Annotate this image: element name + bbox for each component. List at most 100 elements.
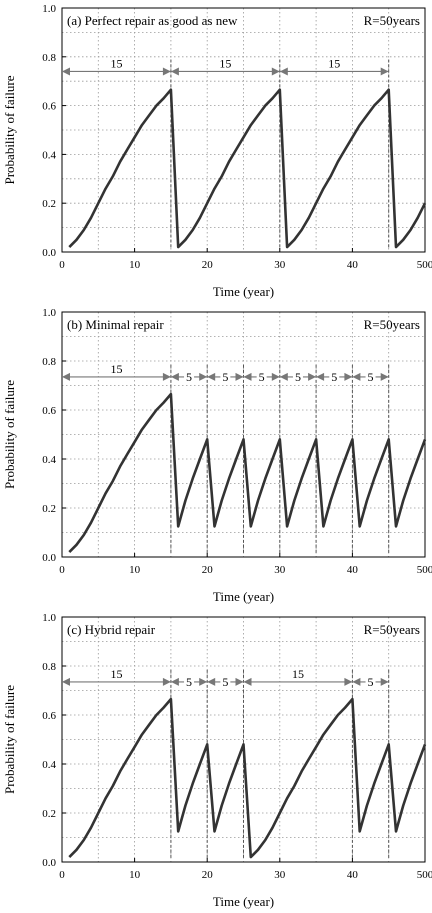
x-tick-label: 10 — [129, 564, 141, 576]
panel-annotation: R=50years — [364, 317, 420, 332]
x-axis-label: Time (year) — [213, 284, 274, 299]
y-tick-label: 0.0 — [42, 857, 56, 869]
x-tick-label: 20 — [202, 259, 214, 271]
arrow-head-right — [199, 677, 208, 686]
arrow-head-left — [352, 677, 361, 686]
chart-panel-2: 0.0 0.2 0.4 0.6 0.8 1.0 0 10 20 30 40 500 Time (year… — [2, 307, 432, 604]
panel-title: (a) Perfect repair as good as new — [67, 13, 238, 28]
y-tick-label: 0.4 — [42, 454, 56, 466]
y-tick-label: 0.6 — [42, 710, 56, 722]
y-tick-label: 0.6 — [42, 405, 56, 417]
interval-label: 5 — [222, 675, 228, 689]
x-tick-label: 0 — [59, 869, 65, 881]
interval-label-bg — [256, 369, 267, 384]
x-tick-label: 0 — [59, 259, 65, 271]
x-tick-label: 500 — [417, 259, 432, 271]
probability-curve — [68, 392, 427, 554]
interval-label-bg — [184, 369, 195, 384]
y-tick-label: 0.8 — [42, 52, 56, 64]
probability-curve — [68, 697, 427, 859]
arrow-head-right — [380, 677, 389, 686]
arrow-head-right — [199, 372, 208, 381]
arrow-head-left — [170, 372, 179, 381]
y-tick-label: 0.6 — [42, 101, 56, 113]
interval-label: 5 — [222, 370, 228, 384]
y-tick-label: 0.2 — [42, 503, 56, 515]
y-axis-label: Probability of failure — [2, 380, 17, 489]
probability-curve — [68, 88, 427, 249]
arrow-head-right — [162, 372, 171, 381]
arrow-head-left — [316, 372, 325, 381]
x-axis-label: Time (year) — [213, 589, 274, 604]
x-tick-label: 30 — [274, 259, 286, 271]
arrow-head-right — [380, 67, 389, 76]
interval-label: 15 — [219, 56, 231, 70]
y-tick-label: 0.2 — [42, 198, 56, 210]
interval-label-bg — [329, 369, 340, 384]
y-tick-label: 1.0 — [42, 307, 56, 319]
interval-label-bg — [220, 674, 231, 689]
plot-frame — [61, 616, 426, 863]
x-tick-label: 500 — [417, 564, 432, 576]
arrow-head-right — [235, 372, 244, 381]
y-tick-label: 1.0 — [42, 612, 56, 624]
arrow-head-right — [162, 67, 171, 76]
interval-label-bg — [365, 674, 376, 689]
panel-annotation: R=50years — [364, 622, 420, 637]
arrow-head-right — [344, 677, 353, 686]
interval-label-bg — [220, 369, 231, 384]
plot-frame — [61, 311, 426, 558]
interval-label: 15 — [292, 667, 304, 681]
y-tick-label: 0.2 — [42, 808, 56, 820]
panel-annotation: R=50years — [364, 13, 420, 28]
x-tick-label: 10 — [129, 259, 141, 271]
interval-label: 5 — [331, 370, 337, 384]
y-tick-label: 0.0 — [42, 552, 56, 564]
x-axis-label: Time (year) — [213, 894, 274, 909]
y-axis-label: Probability of failure — [2, 75, 17, 184]
x-tick-label: 30 — [274, 564, 286, 576]
x-tick-label: 40 — [347, 259, 359, 271]
panel-title: (c) Hybrid repair — [67, 622, 156, 637]
arrow-head-right — [271, 372, 280, 381]
interval-label: 5 — [259, 370, 265, 384]
interval-label: 15 — [110, 362, 122, 376]
arrow-head-left — [352, 372, 361, 381]
arrow-head-left — [243, 677, 252, 686]
interval-label: 5 — [186, 370, 192, 384]
y-tick-label: 0.0 — [42, 247, 56, 259]
x-tick-label: 20 — [202, 869, 214, 881]
y-tick-label: 0.8 — [42, 356, 56, 368]
x-tick-label: 40 — [347, 564, 359, 576]
arrow-head-right — [308, 372, 317, 381]
interval-label: 5 — [368, 675, 374, 689]
arrow-head-left — [207, 372, 216, 381]
panel-title: (b) Minimal repair — [67, 317, 164, 332]
interval-label: 5 — [186, 675, 192, 689]
interval-label: 15 — [110, 667, 122, 681]
x-tick-label: 0 — [59, 564, 65, 576]
arrow-head-left — [170, 67, 179, 76]
y-tick-label: 0.8 — [42, 661, 56, 673]
x-tick-label: 500 — [417, 869, 432, 881]
arrow-head-right — [380, 372, 389, 381]
interval-label-bg — [365, 369, 376, 384]
arrow-head-left — [170, 677, 179, 686]
y-tick-label: 0.4 — [42, 149, 56, 161]
arrow-head-right — [344, 372, 353, 381]
interval-label-bg — [292, 369, 303, 384]
y-axis-label: Probability of failure — [2, 685, 17, 794]
y-tick-label: 1.0 — [42, 3, 56, 15]
x-tick-label: 30 — [274, 869, 286, 881]
arrow-head-left — [62, 372, 70, 381]
chart-panel-1: 0.0 0.2 0.4 0.6 0.8 1.0 0 10 20 30 40 500 Time (year… — [2, 3, 432, 299]
interval-label-bg — [184, 674, 195, 689]
x-tick-label: 40 — [347, 869, 359, 881]
chart-panel-3: 0.0 0.2 0.4 0.6 0.8 1.0 0 10 20 30 40 500 Time (year… — [2, 612, 432, 909]
interval-label: 5 — [368, 370, 374, 384]
arrow-head-right — [162, 677, 171, 686]
arrow-head-left — [62, 677, 70, 686]
y-tick-label: 0.4 — [42, 759, 56, 771]
interval-label: 5 — [295, 370, 301, 384]
